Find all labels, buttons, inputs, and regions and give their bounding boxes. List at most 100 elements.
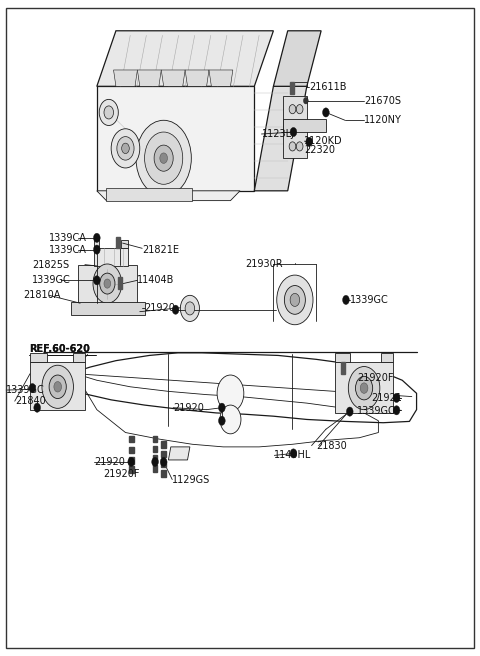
Circle shape xyxy=(393,394,400,403)
Circle shape xyxy=(303,97,308,104)
Text: 21840: 21840 xyxy=(15,396,46,406)
Polygon shape xyxy=(283,96,307,158)
Polygon shape xyxy=(116,237,120,249)
Text: 1120KD: 1120KD xyxy=(304,136,343,146)
Polygon shape xyxy=(209,70,233,87)
Polygon shape xyxy=(153,465,157,472)
Circle shape xyxy=(277,275,313,325)
Text: 21810A: 21810A xyxy=(23,291,60,300)
Circle shape xyxy=(348,367,380,409)
Circle shape xyxy=(144,132,183,184)
Circle shape xyxy=(152,457,158,466)
Circle shape xyxy=(323,108,329,117)
Circle shape xyxy=(218,416,225,425)
Circle shape xyxy=(290,293,300,306)
Polygon shape xyxy=(97,31,274,87)
Circle shape xyxy=(217,375,244,411)
Circle shape xyxy=(111,129,140,168)
Circle shape xyxy=(94,234,100,243)
Polygon shape xyxy=(161,70,185,87)
Circle shape xyxy=(160,457,167,466)
Circle shape xyxy=(290,449,297,458)
Text: 1339GC: 1339GC xyxy=(357,406,396,416)
Text: 22320: 22320 xyxy=(304,146,336,155)
Polygon shape xyxy=(118,277,121,289)
Circle shape xyxy=(54,382,61,392)
Polygon shape xyxy=(341,362,345,374)
Polygon shape xyxy=(73,353,85,362)
Polygon shape xyxy=(30,353,47,362)
Text: 1140HL: 1140HL xyxy=(275,451,312,461)
Circle shape xyxy=(117,136,134,160)
Polygon shape xyxy=(161,441,166,447)
Circle shape xyxy=(306,137,312,146)
Text: 1339CA: 1339CA xyxy=(49,245,87,255)
Circle shape xyxy=(94,276,100,285)
Polygon shape xyxy=(274,31,321,87)
Polygon shape xyxy=(129,447,133,453)
Text: 21830: 21830 xyxy=(316,441,347,451)
Circle shape xyxy=(393,405,400,415)
Polygon shape xyxy=(95,237,99,249)
Circle shape xyxy=(290,127,297,136)
Polygon shape xyxy=(254,87,307,191)
Polygon shape xyxy=(114,70,137,87)
Polygon shape xyxy=(283,119,326,132)
Polygon shape xyxy=(153,436,157,442)
Polygon shape xyxy=(161,451,166,457)
Polygon shape xyxy=(97,191,240,201)
Text: 21611B: 21611B xyxy=(309,82,347,92)
Circle shape xyxy=(100,273,115,294)
Circle shape xyxy=(347,407,353,416)
Circle shape xyxy=(154,145,173,171)
Polygon shape xyxy=(381,353,393,362)
Circle shape xyxy=(136,120,192,196)
Polygon shape xyxy=(153,445,157,452)
Text: 1129GS: 1129GS xyxy=(172,474,211,485)
Circle shape xyxy=(99,99,118,125)
Text: 1339CA: 1339CA xyxy=(49,233,87,243)
Circle shape xyxy=(128,457,134,466)
Circle shape xyxy=(296,142,303,151)
Text: 21930R: 21930R xyxy=(245,259,282,269)
Polygon shape xyxy=(153,455,157,462)
Circle shape xyxy=(289,104,296,113)
Circle shape xyxy=(220,405,241,434)
Text: 21821E: 21821E xyxy=(142,245,179,255)
Circle shape xyxy=(172,305,179,314)
Polygon shape xyxy=(97,87,254,191)
Circle shape xyxy=(296,104,303,113)
Polygon shape xyxy=(185,70,209,87)
Polygon shape xyxy=(129,457,133,464)
Text: 21920: 21920 xyxy=(144,304,175,314)
Circle shape xyxy=(34,403,40,412)
Circle shape xyxy=(104,106,114,119)
Circle shape xyxy=(289,142,296,151)
Text: 1120NY: 1120NY xyxy=(364,115,402,125)
Text: REF.60-620: REF.60-620 xyxy=(29,344,90,354)
Text: 1339GC: 1339GC xyxy=(33,276,71,285)
Text: 1339GC: 1339GC xyxy=(6,385,45,395)
Circle shape xyxy=(343,295,349,304)
Polygon shape xyxy=(78,264,137,303)
Polygon shape xyxy=(336,362,393,413)
Text: 21921: 21921 xyxy=(371,393,402,403)
Circle shape xyxy=(218,403,225,412)
Text: 1123LJ: 1123LJ xyxy=(262,129,294,139)
Circle shape xyxy=(104,279,111,288)
Circle shape xyxy=(356,377,372,400)
Polygon shape xyxy=(129,436,133,442)
Polygon shape xyxy=(120,240,128,249)
Text: 1339GC: 1339GC xyxy=(350,295,388,305)
Polygon shape xyxy=(95,249,128,266)
Circle shape xyxy=(93,264,121,303)
Text: REF.60-620: REF.60-620 xyxy=(29,344,90,354)
Polygon shape xyxy=(161,470,166,477)
Circle shape xyxy=(160,153,168,163)
Text: 21920: 21920 xyxy=(173,403,204,413)
Circle shape xyxy=(42,365,73,408)
Polygon shape xyxy=(137,70,161,87)
Polygon shape xyxy=(30,362,85,409)
Text: 11404B: 11404B xyxy=(137,276,175,285)
Circle shape xyxy=(49,375,66,399)
